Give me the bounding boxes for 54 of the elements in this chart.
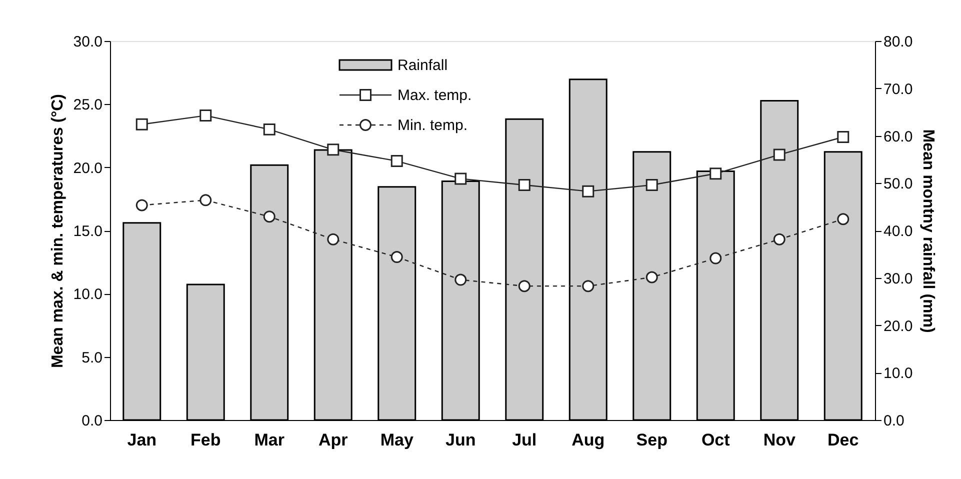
y2-tick-label: 70.0 (884, 80, 913, 98)
y2-tick-label: 50.0 (884, 176, 913, 193)
y2-tick-label: 10.0 (884, 365, 913, 382)
point (518, 280, 530, 292)
point (646, 179, 658, 192)
point (710, 252, 722, 264)
y-tick-label: 5.0 (82, 349, 102, 366)
point (646, 271, 658, 284)
x-tick-label: Jun (446, 430, 476, 450)
x-tick-label: Sep (636, 430, 668, 450)
point (582, 280, 594, 292)
y2-tick-label: 0.0 (884, 412, 904, 430)
legend-label: Max. temp. (398, 87, 472, 104)
point (518, 179, 530, 192)
point (837, 213, 850, 226)
x-tick-label: May (380, 430, 414, 450)
point (582, 185, 594, 198)
x-tick-label: Aug (572, 430, 605, 450)
x-tick-label: Oct (701, 430, 730, 450)
y-axis-title: Mean max. & min. temperatures (°C) (49, 94, 66, 368)
y-tick-label: 30.0 (73, 34, 102, 50)
point (710, 168, 722, 180)
y2-axis-title: Mean montny rainfall (mm) (920, 129, 937, 333)
y-tick-label: 20.0 (73, 160, 102, 177)
y-tick-label: 25.0 (73, 96, 102, 114)
x-tick-label: Mar (254, 430, 285, 450)
x-tick-label: Dec (828, 430, 859, 450)
y2-tick-label: 40.0 (884, 223, 913, 240)
legend-label: Min. temp. (398, 117, 468, 134)
y2-tick-label: 80.0 (884, 34, 913, 50)
x-tick-label: Feb (190, 430, 221, 450)
legend-label: Rainfall (398, 57, 448, 74)
x-tick-label: Apr (318, 430, 348, 450)
point (263, 123, 276, 136)
point (263, 210, 276, 223)
point (454, 274, 467, 286)
point (454, 172, 467, 185)
y2-tick-label: 60.0 (884, 128, 913, 146)
x-tick-label: Jan (127, 430, 157, 450)
point (390, 155, 403, 168)
y-tick-label: 0.0 (82, 412, 102, 430)
point (327, 144, 340, 156)
point (773, 233, 786, 246)
point (773, 148, 786, 161)
y2-tick-label: 30.0 (884, 270, 913, 288)
point (390, 251, 403, 264)
point (200, 110, 212, 122)
y-tick-label: 15.0 (73, 223, 102, 240)
x-tick-label: Nov (763, 430, 796, 450)
x-tick-label: Jul (512, 430, 537, 450)
y-tick-label: 10.0 (73, 286, 102, 304)
point (136, 118, 148, 130)
y2-tick-label: 20.0 (884, 318, 913, 335)
point (327, 233, 340, 246)
